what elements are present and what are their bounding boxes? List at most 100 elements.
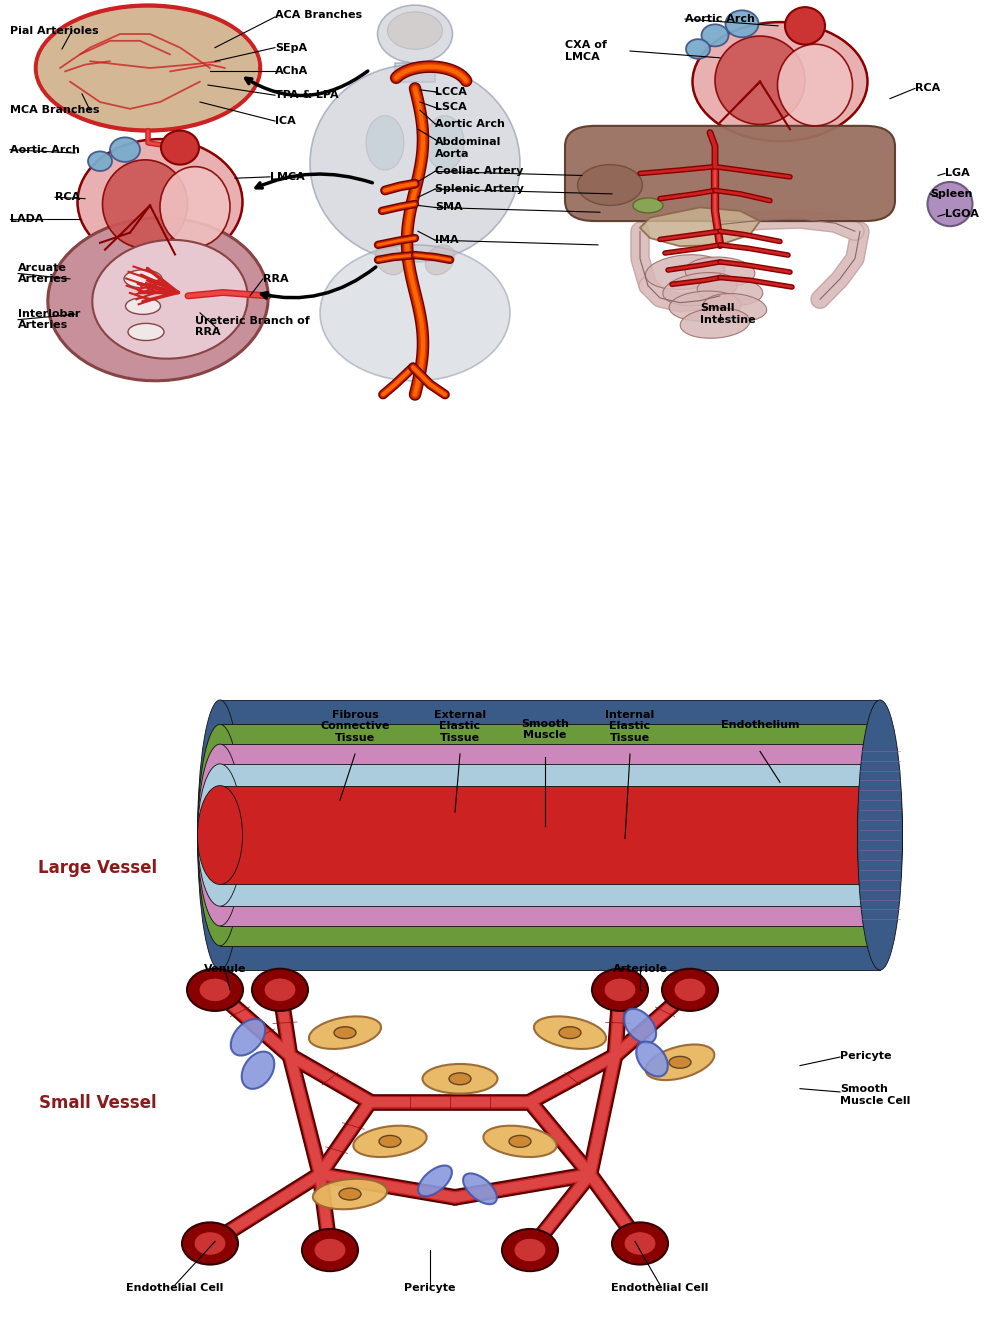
Ellipse shape xyxy=(198,700,242,969)
Ellipse shape xyxy=(422,1065,498,1094)
Text: LCCA: LCCA xyxy=(435,87,467,96)
Text: LSCA: LSCA xyxy=(435,103,467,112)
Ellipse shape xyxy=(514,1239,546,1261)
Text: Smooth
Muscle: Smooth Muscle xyxy=(521,719,569,740)
Ellipse shape xyxy=(198,724,242,945)
Ellipse shape xyxy=(686,39,710,59)
Ellipse shape xyxy=(669,1056,691,1069)
FancyBboxPatch shape xyxy=(565,126,895,221)
Ellipse shape xyxy=(110,138,140,162)
Text: MCA Branches: MCA Branches xyxy=(10,106,100,115)
Ellipse shape xyxy=(928,182,972,226)
Ellipse shape xyxy=(160,166,230,246)
Ellipse shape xyxy=(187,968,243,1011)
Text: Splenic Artery: Splenic Artery xyxy=(435,183,524,194)
Ellipse shape xyxy=(858,724,902,945)
Text: AChA: AChA xyxy=(275,67,308,76)
Text: Ureteric Branch of
RRA: Ureteric Branch of RRA xyxy=(195,316,310,337)
Text: Small
Intestine: Small Intestine xyxy=(700,304,756,325)
Ellipse shape xyxy=(36,5,260,131)
Ellipse shape xyxy=(353,1126,427,1157)
Ellipse shape xyxy=(375,245,405,274)
Bar xyxy=(220,744,880,927)
Ellipse shape xyxy=(715,36,805,125)
Ellipse shape xyxy=(48,218,268,380)
Ellipse shape xyxy=(483,1126,557,1157)
Ellipse shape xyxy=(310,64,520,262)
Ellipse shape xyxy=(669,291,741,321)
Text: Large Vessel: Large Vessel xyxy=(38,858,158,877)
Ellipse shape xyxy=(858,744,902,927)
Ellipse shape xyxy=(662,968,718,1011)
Ellipse shape xyxy=(92,240,248,359)
Bar xyxy=(220,763,880,907)
Ellipse shape xyxy=(264,977,296,1002)
Text: Endothelial Cell: Endothelial Cell xyxy=(126,1283,224,1292)
Ellipse shape xyxy=(161,131,199,165)
Text: Interlobar
Arteries: Interlobar Arteries xyxy=(18,309,80,331)
Text: Venule: Venule xyxy=(204,964,246,973)
Polygon shape xyxy=(640,208,760,246)
Ellipse shape xyxy=(703,293,767,321)
Text: Arcuate
Arteries: Arcuate Arteries xyxy=(18,262,68,284)
Ellipse shape xyxy=(302,1229,358,1271)
Ellipse shape xyxy=(309,1016,381,1048)
Ellipse shape xyxy=(726,11,759,37)
Text: LMCA: LMCA xyxy=(270,171,305,182)
Ellipse shape xyxy=(339,1188,361,1200)
Ellipse shape xyxy=(663,273,737,305)
Ellipse shape xyxy=(578,165,642,205)
Ellipse shape xyxy=(592,968,648,1011)
Text: TPA & LPA: TPA & LPA xyxy=(275,90,339,100)
Ellipse shape xyxy=(379,1135,401,1148)
Text: SMA: SMA xyxy=(435,202,463,213)
Text: Aortic Arch: Aortic Arch xyxy=(685,13,755,24)
Ellipse shape xyxy=(231,1019,265,1055)
Ellipse shape xyxy=(559,1027,581,1039)
Ellipse shape xyxy=(778,44,853,126)
Text: External
Elastic
Tissue: External Elastic Tissue xyxy=(434,710,486,743)
Text: LADA: LADA xyxy=(10,214,44,224)
Text: Coeliac Artery: Coeliac Artery xyxy=(435,166,523,177)
Ellipse shape xyxy=(502,1229,558,1271)
Bar xyxy=(220,786,880,885)
Text: Pericyte: Pericyte xyxy=(404,1283,456,1292)
Ellipse shape xyxy=(314,1239,346,1261)
Ellipse shape xyxy=(645,254,725,289)
Ellipse shape xyxy=(378,5,452,63)
Ellipse shape xyxy=(426,115,464,170)
Text: Abdominal
Aorta: Abdominal Aorta xyxy=(435,138,501,159)
Text: LGOA: LGOA xyxy=(945,209,979,220)
Text: Endothelium: Endothelium xyxy=(721,720,799,730)
Ellipse shape xyxy=(388,12,442,50)
Ellipse shape xyxy=(636,1042,668,1077)
Ellipse shape xyxy=(612,1223,668,1264)
Ellipse shape xyxy=(633,198,663,213)
Text: SEpA: SEpA xyxy=(275,43,307,52)
Ellipse shape xyxy=(449,1073,471,1085)
Ellipse shape xyxy=(366,115,404,170)
Ellipse shape xyxy=(199,977,231,1002)
Polygon shape xyxy=(395,63,435,82)
Ellipse shape xyxy=(334,1027,356,1039)
Text: IMA: IMA xyxy=(435,236,459,245)
Text: Fibrous
Connective
Tissue: Fibrous Connective Tissue xyxy=(320,710,390,743)
Text: ACA Branches: ACA Branches xyxy=(275,9,362,20)
Ellipse shape xyxy=(858,700,902,969)
Ellipse shape xyxy=(182,1223,238,1264)
Ellipse shape xyxy=(124,270,162,288)
Text: Spleen: Spleen xyxy=(930,189,972,200)
Ellipse shape xyxy=(252,968,308,1011)
Text: Smooth
Muscle Cell: Smooth Muscle Cell xyxy=(840,1085,910,1106)
Ellipse shape xyxy=(418,1165,452,1196)
Ellipse shape xyxy=(685,257,755,287)
Ellipse shape xyxy=(785,7,825,44)
Ellipse shape xyxy=(624,1232,656,1256)
Ellipse shape xyxy=(858,763,902,907)
Ellipse shape xyxy=(858,786,902,885)
Ellipse shape xyxy=(702,24,729,47)
Text: Aortic Arch: Aortic Arch xyxy=(435,119,505,129)
Text: Endothelial Cell: Endothelial Cell xyxy=(611,1283,709,1292)
Text: Pial Arterioles: Pial Arterioles xyxy=(10,25,99,36)
Ellipse shape xyxy=(198,786,242,885)
